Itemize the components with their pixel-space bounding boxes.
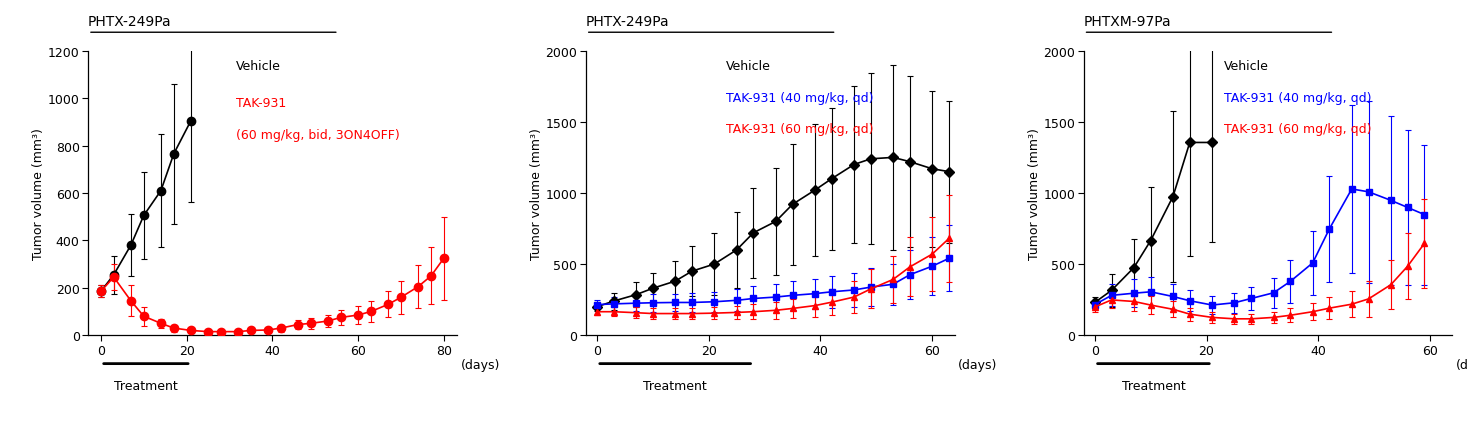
Y-axis label: Tumor volume (mm³): Tumor volume (mm³) [1027, 128, 1040, 259]
Text: Treatment: Treatment [114, 379, 178, 392]
Y-axis label: Tumor volume (mm³): Tumor volume (mm³) [530, 128, 543, 259]
Text: Vehicle: Vehicle [236, 60, 280, 73]
Text: TAK-931: TAK-931 [236, 97, 286, 110]
Text: (days): (days) [461, 358, 500, 371]
Text: TAK-931 (40 mg/kg, qd): TAK-931 (40 mg/kg, qd) [1223, 91, 1372, 104]
Text: Vehicle: Vehicle [1223, 60, 1269, 73]
Text: (60 mg/kg, bid, 3ON4OFF): (60 mg/kg, bid, 3ON4OFF) [236, 128, 399, 141]
Text: (days): (days) [1457, 358, 1467, 371]
Text: PHTX-249Pa: PHTX-249Pa [585, 15, 669, 29]
Text: TAK-931 (60 mg/kg, qd): TAK-931 (60 mg/kg, qd) [726, 123, 873, 135]
Text: Treatment: Treatment [1122, 379, 1185, 392]
Text: Vehicle: Vehicle [726, 60, 770, 73]
Text: TAK-931 (60 mg/kg, qd): TAK-931 (60 mg/kg, qd) [1223, 123, 1372, 135]
Text: (days): (days) [958, 358, 998, 371]
Text: Treatment: Treatment [644, 379, 707, 392]
Y-axis label: Tumor volume (mm³): Tumor volume (mm³) [32, 128, 45, 259]
Text: PHTXM-97Pa: PHTXM-97Pa [1084, 15, 1171, 29]
Text: TAK-931 (40 mg/kg, qd): TAK-931 (40 mg/kg, qd) [726, 91, 873, 104]
Text: PHTX-249Pa: PHTX-249Pa [88, 15, 172, 29]
